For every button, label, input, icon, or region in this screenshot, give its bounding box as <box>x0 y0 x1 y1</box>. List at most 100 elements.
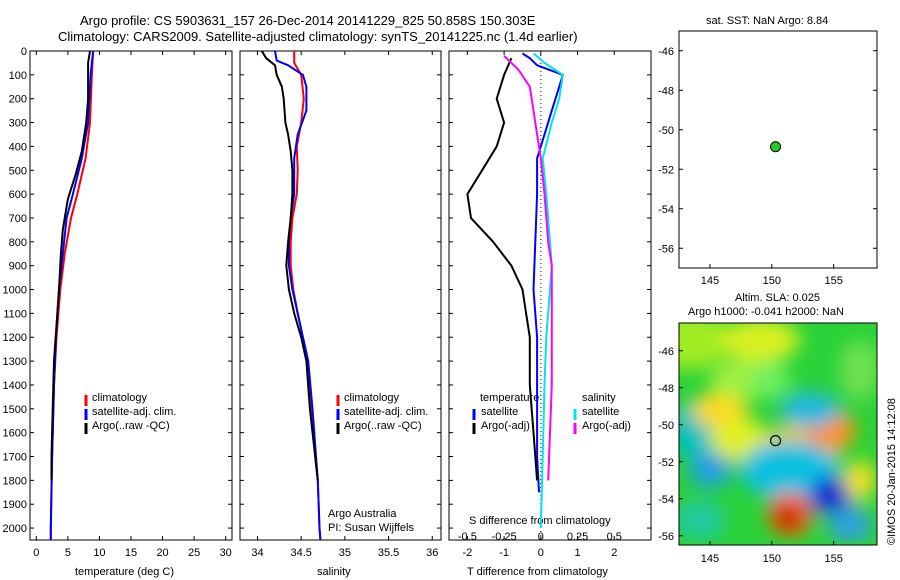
s-diff-tick-label: -0.25 <box>492 531 517 543</box>
series-line-argo-raw-qc- <box>260 50 319 481</box>
tdiff-xlabel: T difference from climatology <box>467 566 608 578</box>
x-tick-label: 35 <box>339 547 351 559</box>
heatmap-blob <box>750 362 790 398</box>
x-tick-label: 145 <box>701 553 719 565</box>
y-tick-label: 600 <box>9 189 27 201</box>
y-tick-label: -52 <box>658 164 674 176</box>
heatmap-blob <box>828 507 872 543</box>
x-tick-label: -2 <box>462 547 472 559</box>
legend3-s-sat: satellite <box>582 406 620 418</box>
legend2-item-clim: climatology <box>344 392 400 404</box>
series-line-s-argo-adj- <box>503 55 553 481</box>
y-tick-label: 200 <box>9 94 27 106</box>
legend-swatches <box>84 395 577 434</box>
x-tick-label: 15 <box>125 547 137 559</box>
x-tick-label: 20 <box>156 547 168 559</box>
s-diff-tick-label: -0.5 <box>458 531 477 543</box>
x-tick-label: 2 <box>611 547 617 559</box>
heatmap-blob <box>844 460 876 500</box>
heatmap-blobs <box>679 323 877 543</box>
y-tick-label: 900 <box>9 261 27 273</box>
float-position-marker <box>770 141 782 153</box>
y-tick-label: -48 <box>658 85 674 97</box>
legend3-t-sat: satellite <box>481 406 519 418</box>
argo-annotation-line1: Argo Australia <box>328 508 397 520</box>
heatmap-blob <box>679 323 730 370</box>
s-diff-tick-label: 0.25 <box>567 531 588 543</box>
figure-title-line1: Argo profile: CS 5903631_157 26-Dec-2014… <box>80 13 536 28</box>
y-tick-label: 700 <box>9 213 27 225</box>
y-tick-label: -54 <box>658 204 674 216</box>
y-tick-label: 1100 <box>3 308 27 320</box>
x-tick-label: 34.5 <box>290 547 311 559</box>
y-tick-label: -48 <box>658 383 674 395</box>
x-tick-label: 155 <box>825 553 843 565</box>
series-line-satellite-adj-clim- <box>274 50 322 541</box>
x-tick-label: 35.5 <box>378 547 399 559</box>
y-tick-label: 1200 <box>3 332 27 344</box>
heatmap-blob <box>840 340 877 400</box>
x-tick-label: 150 <box>763 553 781 565</box>
heatmap-blob <box>688 452 732 488</box>
y-tick-label: -54 <box>658 494 674 506</box>
legend3-s-argo: Argo(-adj) <box>582 420 631 432</box>
legend3-t-title: temperature <box>480 392 540 404</box>
y-tick-label: -50 <box>658 420 674 432</box>
float-position-marker <box>769 435 782 447</box>
y-tick-label: -52 <box>658 457 674 469</box>
series-line-t-argo-adj- <box>466 57 539 481</box>
y-tick-label: 1400 <box>3 380 27 392</box>
heatmap-blob <box>778 506 798 530</box>
x-tick-label: 0 <box>538 547 544 559</box>
sla-title: Altim. SLA: 0.025 <box>735 292 820 304</box>
y-tick-label: -50 <box>658 125 674 137</box>
y-tick-label: -46 <box>658 46 674 58</box>
sla-heatmap <box>679 323 877 545</box>
y-tick-label: 1600 <box>3 428 27 440</box>
s-diff-tick-label: 0.5 <box>607 531 622 543</box>
y-tick-label: 1300 <box>3 356 27 368</box>
legend1-item-clim: climatology <box>92 392 148 404</box>
temp-xlabel: temperature (deg C) <box>75 566 175 578</box>
x-tick-label: 155 <box>825 275 843 287</box>
y-tick-label: 1500 <box>3 404 27 416</box>
y-tick-label: 0 <box>21 46 27 58</box>
x-tick-label: 36 <box>426 547 438 559</box>
x-tick-label: 34 <box>251 547 263 559</box>
heatmap-blob <box>679 500 726 540</box>
x-tick-label: 1 <box>574 547 580 559</box>
y-tick-label: 100 <box>9 70 27 82</box>
legend1-item-sat: satellite-adj. clim. <box>92 406 177 418</box>
panel-frame-difference <box>448 50 652 541</box>
series-line-s-satellite <box>532 52 564 529</box>
series-line-t-satellite <box>521 52 565 493</box>
legend1-item-argo: Argo(..raw -QC) <box>92 420 170 432</box>
x-tick-label: 0 <box>33 547 39 559</box>
s-diff-tick-label: 0 <box>538 531 544 543</box>
x-tick-label: 145 <box>701 275 719 287</box>
figure-title-line2: Climatology: CARS2009. Satellite-adjuste… <box>58 29 578 44</box>
y-tick-label: -56 <box>658 243 674 255</box>
y-tick-label: 400 <box>9 141 27 153</box>
legend3-s-title: salinity <box>582 392 616 404</box>
axes: 0 5 10 15 20 25 300100200300400500600700800900… <box>3 30 878 565</box>
y-tick-label: 800 <box>9 237 27 249</box>
y-tick-label: 1800 <box>3 475 27 487</box>
y-tick-label: 300 <box>9 118 27 130</box>
heatmap-blob <box>823 482 847 502</box>
legend3-t-argo: Argo(-adj) <box>481 420 530 432</box>
heatmap-blob <box>720 323 800 362</box>
x-tick-label: 5 <box>65 547 71 559</box>
y-tick-label: 1900 <box>3 499 27 511</box>
heatmap-blob <box>780 392 840 428</box>
sal-xlabel: salinity <box>317 566 351 578</box>
y-tick-label: -46 <box>658 346 674 358</box>
x-tick-label: 10 <box>93 547 105 559</box>
panel-frame-salinity <box>239 50 442 541</box>
series-lines <box>49 50 565 541</box>
sst-map-frame <box>678 30 878 269</box>
y-tick-label: 2000 <box>3 523 27 535</box>
sdiff-xlabel: S difference from climatology <box>469 515 611 527</box>
argo-annotation-line2: PI: Susan Wijffels <box>328 522 414 534</box>
